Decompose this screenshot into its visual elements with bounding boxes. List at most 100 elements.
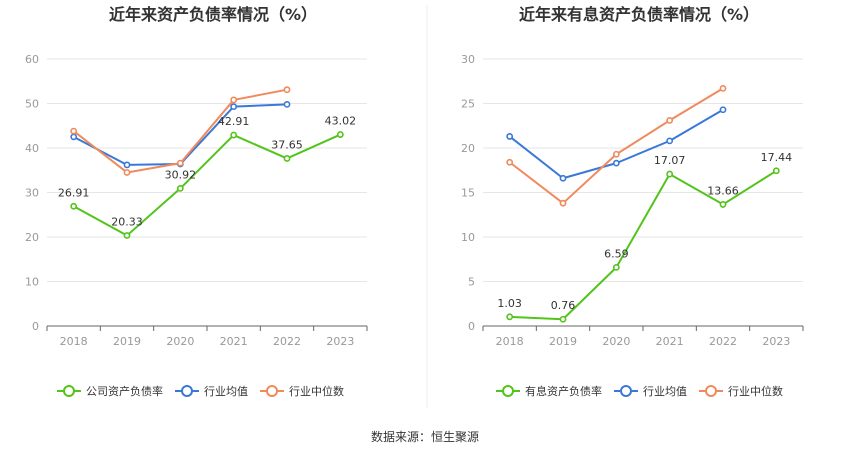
data-point [612, 263, 620, 271]
data-point [559, 315, 567, 323]
legend: 有息资产负债率 行业均值 行业中位数 [496, 384, 783, 398]
legend-label: 行业中位数 [728, 384, 783, 398]
legend-item[interactable]: 行业均值 [614, 385, 687, 398]
data-labels: 26.91 20.33 30.92 42.91 37.65 43.02 [58, 115, 356, 229]
data-label: 42.91 [218, 115, 250, 128]
y-tick-label: 60 [25, 53, 39, 66]
x-tick-label: 2019 [113, 335, 141, 348]
data-label: 30.92 [165, 168, 197, 181]
y-tick-label: 10 [461, 231, 475, 244]
x-axis-ticks: 2018 2019 2020 2021 2022 2023 [46, 325, 368, 348]
data-point [719, 201, 727, 208]
y-tick-label: 5 [468, 276, 475, 289]
legend-marker-icon [63, 385, 75, 397]
data-point [283, 86, 291, 94]
y-tick-label: 15 [461, 187, 475, 200]
data-label: 26.91 [58, 186, 90, 199]
legend-item[interactable]: 行业中位数 [699, 384, 783, 398]
legend-label: 行业均值 [204, 385, 248, 398]
data-label: 13.66 [707, 184, 739, 197]
source-note: 数据来源：恒生聚源 [371, 429, 479, 444]
data-point [506, 313, 514, 321]
x-tick-label: 2018 [496, 335, 524, 348]
series-line [509, 108, 724, 180]
legend-label: 公司资产负债率 [86, 384, 163, 398]
y-tick-label: 25 [461, 98, 475, 111]
data-point [176, 185, 184, 192]
data-point [230, 103, 238, 111]
series-lines [506, 84, 780, 323]
y-tick-label: 30 [461, 53, 475, 66]
y-axis-ticks: 0 10 20 30 40 50 60 [25, 53, 39, 333]
data-point [612, 150, 620, 158]
y-tick-label: 30 [25, 187, 39, 200]
data-point [283, 100, 291, 108]
data-labels: 1.03 0.76 6.59 17.07 13.66 17.44 [497, 151, 792, 312]
legend-item[interactable]: 行业均值 [175, 385, 248, 398]
data-point [506, 158, 514, 166]
chart-title: 近年来资产负债率情况（%） [109, 5, 317, 24]
series-line [509, 169, 777, 321]
data-point [123, 169, 131, 176]
legend-item[interactable]: 有息资产负债率 [496, 384, 602, 398]
x-tick-label: 2021 [656, 335, 684, 348]
series-line [73, 133, 341, 237]
data-point [506, 133, 514, 140]
data-point [123, 161, 131, 169]
data-point [70, 127, 78, 135]
legend-marker-icon [266, 385, 278, 397]
data-label: 43.02 [325, 115, 357, 128]
data-point [719, 84, 727, 92]
data-point [559, 174, 567, 182]
data-point [230, 131, 238, 139]
x-tick-label: 2023 [762, 335, 790, 348]
data-point [230, 96, 238, 104]
data-point [666, 137, 674, 145]
x-tick-label: 2020 [602, 335, 630, 348]
legend-marker-icon [705, 385, 717, 397]
data-label: 20.33 [111, 216, 143, 229]
x-tick-label: 2021 [220, 335, 248, 348]
gridlines [483, 58, 803, 282]
data-point [70, 133, 78, 141]
y-tick-label: 20 [461, 142, 475, 155]
legend-item[interactable]: 行业中位数 [260, 384, 344, 398]
legend-marker-icon [620, 385, 632, 397]
data-label: 1.03 [497, 297, 522, 310]
legend-item[interactable]: 公司资产负债率 [57, 384, 163, 398]
legend-marker-icon [181, 385, 193, 397]
y-tick-label: 0 [32, 320, 39, 333]
chart-title: 近年来有息资产负债率情况（%） [519, 5, 759, 24]
legend-marker-icon [502, 385, 514, 397]
data-label: 0.76 [551, 299, 576, 312]
y-tick-label: 0 [468, 320, 475, 333]
legend-label: 行业均值 [643, 385, 687, 398]
y-axis-ticks: 0 5 10 15 20 25 30 [461, 53, 475, 333]
x-tick-label: 2018 [60, 335, 88, 348]
x-axis-ticks: 2018 2019 2020 2021 2022 2023 [482, 325, 804, 348]
data-point [336, 131, 344, 138]
data-point [666, 170, 674, 178]
debt-ratio-chart: 近年来资产负债率情况（%） 0 10 20 30 40 50 60 2018 2019 2020… [25, 5, 368, 398]
data-point [719, 106, 727, 114]
data-point [612, 159, 620, 167]
legend-label: 行业中位数 [289, 384, 344, 398]
gridlines [47, 58, 367, 282]
data-label: 17.44 [761, 151, 793, 164]
data-point [559, 199, 567, 207]
data-label: 17.07 [654, 154, 686, 167]
x-tick-label: 2023 [326, 335, 354, 348]
x-tick-label: 2022 [709, 335, 737, 348]
interest-bearing-debt-ratio-chart: 近年来有息资产负债率情况（%） 0 5 10 15 20 25 30 2018 2019 202… [461, 5, 804, 398]
data-point [666, 117, 674, 124]
data-point [772, 167, 780, 175]
series-lines [70, 86, 344, 239]
data-point [176, 159, 184, 167]
data-label: 37.65 [271, 138, 303, 151]
x-tick-label: 2022 [273, 335, 301, 348]
data-label: 6.59 [604, 247, 629, 260]
data-point [123, 232, 131, 239]
legend-label: 有息资产负债率 [525, 384, 602, 398]
y-tick-label: 50 [25, 98, 39, 111]
